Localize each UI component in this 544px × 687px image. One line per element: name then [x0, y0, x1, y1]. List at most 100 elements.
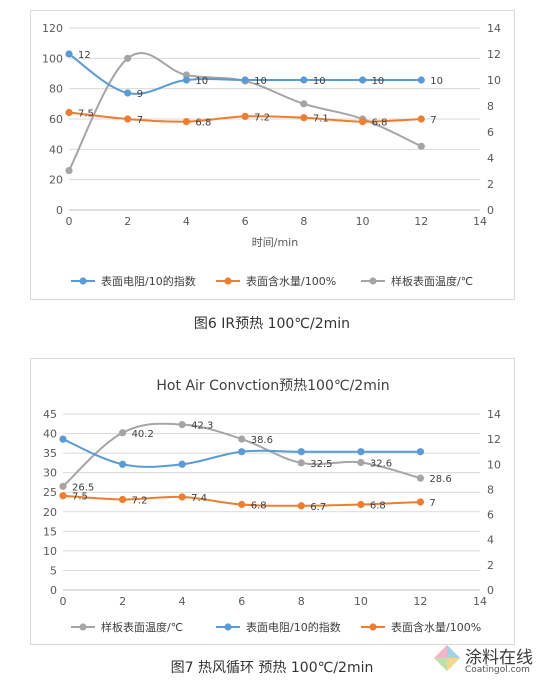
data-label: 7.4: [191, 493, 207, 504]
x-tick-label: 14: [473, 215, 487, 228]
data-label: 7.1: [313, 114, 329, 125]
data-label: 42.3: [191, 421, 213, 432]
data-point: [59, 492, 67, 500]
watermark-logo-icon: [432, 643, 462, 673]
data-point: [59, 435, 67, 443]
data-label: 10: [313, 76, 326, 87]
data-label: 38.6: [251, 435, 273, 446]
x-tick-label: 4: [179, 595, 186, 608]
chart-panel-ir: 0 20 40 60 80 100 120 0 2 4 6 8 10 12 14 0 2 4 6 8 10 12 14 时间/…: [30, 10, 515, 300]
data-label: 6.8: [372, 118, 388, 129]
data-point: [124, 115, 132, 123]
y-tick-label-right: 10: [487, 458, 501, 471]
data-label: 26.5: [72, 482, 94, 493]
data-point: [357, 458, 365, 467]
y-tick-label-right: 8: [487, 100, 494, 113]
x-tick-label: 10: [356, 215, 370, 228]
data-point: [178, 493, 186, 501]
data-label: 10: [254, 76, 267, 87]
data-label: 32.6: [370, 458, 392, 469]
series-line: [68, 52, 422, 172]
figure-caption-ir: 图6 IR预热 100℃/2min: [193, 316, 351, 332]
data-point: [417, 142, 425, 150]
x-axis-title: 时间/min: [252, 236, 298, 249]
data-point: [65, 50, 73, 58]
y-tick-label-left: 0: [56, 204, 63, 217]
x-tick-label: 12: [414, 215, 428, 228]
data-point: [416, 498, 425, 506]
chart-title: Hot Air Convction预热100℃/2min: [156, 378, 389, 394]
data-point: [300, 76, 308, 84]
data-label: 7: [429, 498, 435, 509]
data-point: [417, 76, 425, 84]
data-point: [182, 76, 191, 84]
legend-marker: [79, 277, 87, 285]
data-point: [416, 448, 425, 456]
y-tick-label-right: 14: [487, 408, 501, 421]
chart-panel-hot-air: Hot Air Convction预热100℃/2min 0 5 10 15 20 25 30…: [30, 358, 515, 645]
data-point: [357, 500, 365, 509]
x-tick-label: 8: [300, 215, 307, 228]
y-tick-label-left: 15: [43, 525, 57, 538]
data-point: [182, 71, 191, 79]
data-point: [416, 474, 425, 482]
data-point: [178, 460, 186, 468]
y-tick-label-right: 2: [487, 559, 494, 572]
data-point: [358, 118, 367, 126]
chart-hot-air-preheat: Hot Air Convction预热100℃/2min051015202530…: [43, 378, 501, 634]
y-tick-label-left: 45: [43, 408, 57, 421]
x-tick-label: 10: [354, 595, 368, 608]
y-tick-label-right: 0: [487, 584, 494, 597]
y-tick-label-left: 40: [49, 143, 63, 156]
data-point: [357, 448, 365, 456]
legend-label: 表面含水量/100%: [246, 274, 336, 288]
y-tick-label-left: 10: [43, 545, 57, 558]
x-tick-label: 12: [413, 595, 427, 608]
y-tick-label-right: 0: [487, 204, 494, 217]
series-line: [68, 53, 422, 95]
watermark-url: Coatingol.com: [465, 665, 530, 675]
y-tick-label-left: 80: [49, 83, 63, 96]
data-point: [124, 89, 132, 97]
y-tick-label-right: 8: [487, 483, 494, 496]
data-point: [417, 115, 425, 123]
y-tick-label-right: 6: [487, 509, 494, 522]
data-point: [297, 448, 305, 456]
data-point: [118, 460, 127, 468]
data-point: [124, 54, 132, 62]
y-tick-label-left: 60: [49, 113, 63, 126]
data-point: [178, 420, 186, 429]
data-label: 7.5: [72, 492, 88, 503]
data-point: [241, 112, 249, 120]
y-tick-label-right: 12: [487, 433, 501, 446]
data-label: 40.2: [132, 429, 154, 440]
data-label: 10: [430, 76, 443, 87]
data-point: [300, 114, 308, 122]
data-label: 32.5: [310, 459, 332, 470]
data-label: 6.7: [310, 502, 326, 513]
y-tick-label-right: 4: [487, 534, 494, 547]
x-tick-label: 2: [124, 215, 131, 228]
y-tick-label-left: 25: [43, 486, 57, 499]
legend-label: 表面电阻/10的指数: [246, 620, 341, 634]
y-tick-label-right: 14: [487, 22, 501, 35]
x-tick-label: 0: [66, 215, 73, 228]
y-tick-label-left: 100: [42, 52, 63, 65]
legend-label: 样板表面温度/℃: [101, 620, 183, 634]
legend-label: 表面含水量/100%: [391, 620, 481, 634]
y-tick-label-left: 20: [49, 174, 63, 187]
legend-label: 样板表面温度/℃: [391, 274, 473, 288]
data-label: 7: [137, 115, 143, 126]
y-tick-label-right: 10: [487, 74, 501, 87]
data-point: [118, 429, 127, 437]
data-point: [238, 435, 246, 443]
data-point: [241, 76, 249, 84]
data-point: [118, 495, 127, 504]
y-tick-label-left: 20: [43, 506, 57, 519]
legend-marker: [79, 623, 87, 631]
legend-marker: [224, 277, 232, 285]
data-point: [297, 502, 305, 510]
data-label: 6.8: [251, 501, 267, 512]
y-tick-label-right: 12: [487, 48, 501, 61]
